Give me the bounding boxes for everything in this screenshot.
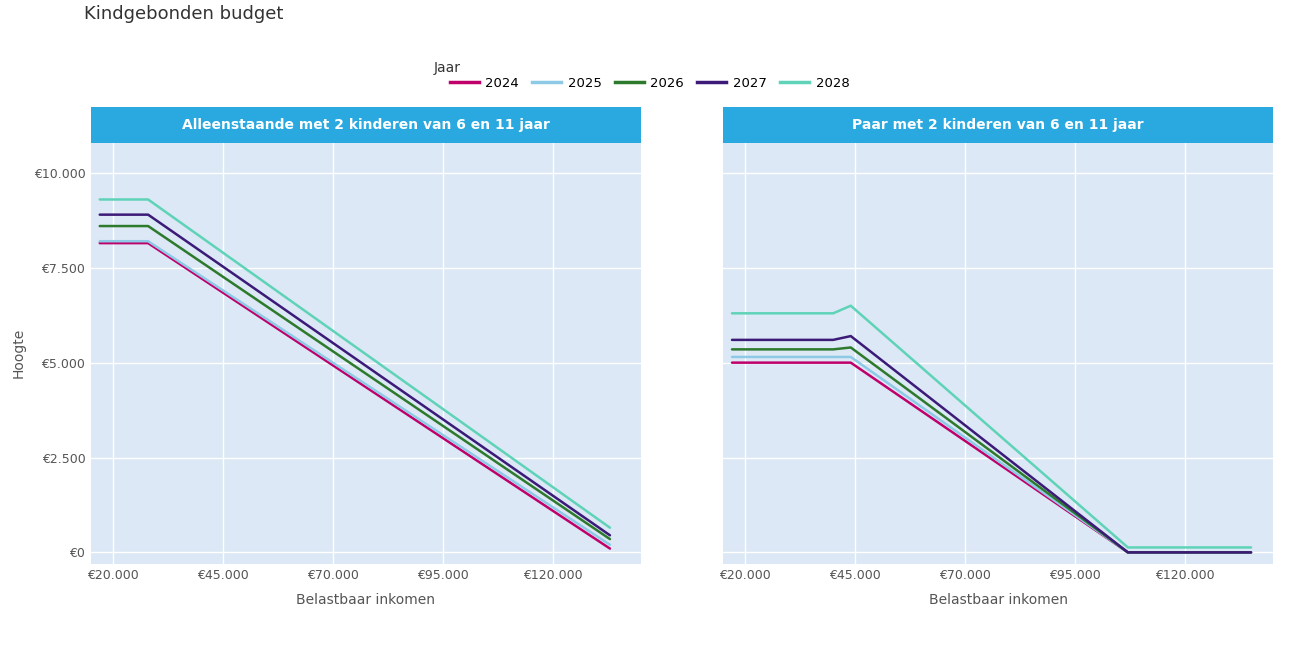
Text: Alleenstaande met 2 kinderen van 6 en 11 jaar: Alleenstaande met 2 kinderen van 6 en 11… <box>182 118 549 132</box>
Y-axis label: Hoogte: Hoogte <box>12 328 25 378</box>
Text: Paar met 2 kinderen van 6 en 11 jaar: Paar met 2 kinderen van 6 en 11 jaar <box>852 118 1144 132</box>
Text: Kindgebonden budget: Kindgebonden budget <box>84 5 283 23</box>
X-axis label: Belastbaar inkomen: Belastbaar inkomen <box>929 594 1068 607</box>
Legend: 2024, 2025, 2026, 2027, 2028: 2024, 2025, 2026, 2027, 2028 <box>444 71 855 95</box>
Text: Jaar: Jaar <box>434 61 461 75</box>
X-axis label: Belastbaar inkomen: Belastbaar inkomen <box>296 594 435 607</box>
